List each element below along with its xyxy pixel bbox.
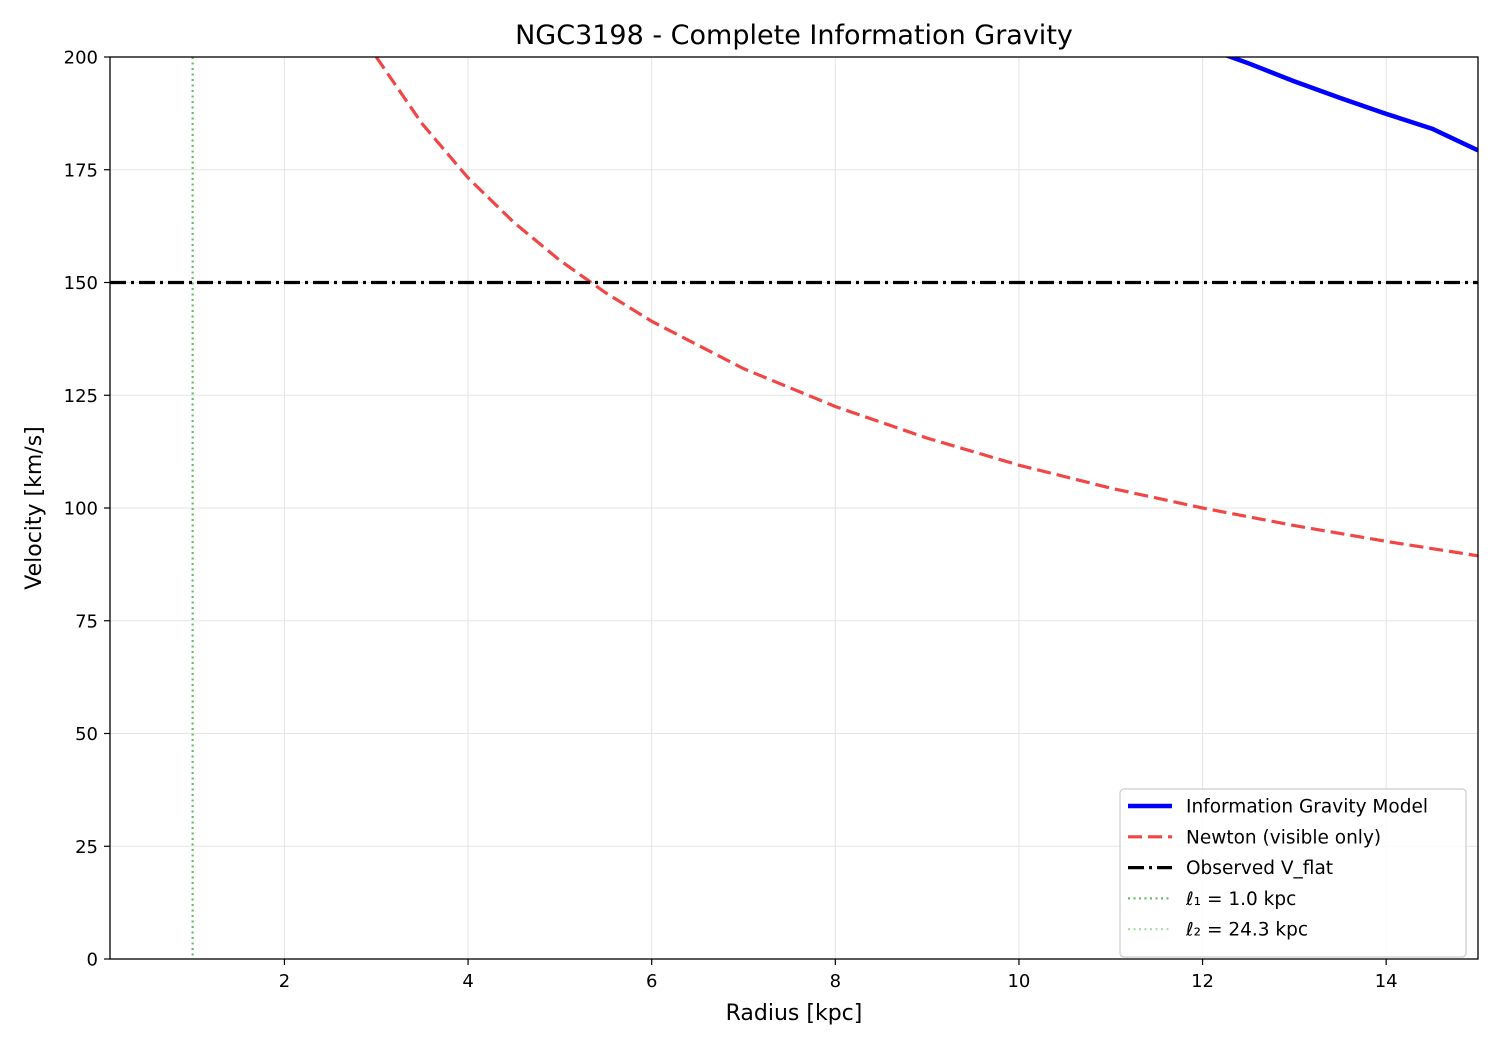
legend-label: Newton (visible only) <box>1186 827 1381 848</box>
y-tick-label: 0 <box>87 950 98 971</box>
chart-title: NGC3198 - Complete Information Gravity <box>515 20 1073 51</box>
x-tick-label: 10 <box>1007 971 1030 992</box>
legend-label: Information Gravity Model <box>1186 797 1428 818</box>
newton-line <box>374 57 1478 558</box>
legend-label: Observed V_flat <box>1186 858 1333 879</box>
x-tick-label: 14 <box>1375 971 1398 992</box>
y-tick-label: 150 <box>64 273 98 294</box>
legend-label: ℓ₂ = 24.3 kpc <box>1185 920 1308 941</box>
information-gravity-line <box>1224 57 1478 153</box>
legend-box <box>1119 788 1467 958</box>
y-tick-label: 125 <box>64 386 98 407</box>
x-axis-label: Radius [kpc] <box>726 1001 863 1026</box>
series-lines <box>110 57 1478 558</box>
y-axis-label: Velocity [km/s] <box>22 426 47 590</box>
x-tick-label: 12 <box>1191 971 1214 992</box>
y-tick-label: 175 <box>64 160 98 181</box>
y-tick-label: 200 <box>64 48 98 69</box>
legend: Information Gravity Model Newton (visible… <box>1119 788 1467 958</box>
y-tick-label: 50 <box>75 724 98 745</box>
y-tick-label: 100 <box>64 499 98 520</box>
x-tick-label: 6 <box>646 971 657 992</box>
y-tick-label: 75 <box>75 611 98 632</box>
x-tick-label: 8 <box>830 971 841 992</box>
x-tick-label: 2 <box>279 971 290 992</box>
x-tick-label: 4 <box>462 971 473 992</box>
y-tick-label: 25 <box>75 837 98 858</box>
axis-ticks: 2 4 6 8 10 12 14 0 25 50 75 100 125 150 175 200 <box>64 48 1398 993</box>
legend-label: ℓ₁ = 1.0 kpc <box>1185 889 1296 910</box>
